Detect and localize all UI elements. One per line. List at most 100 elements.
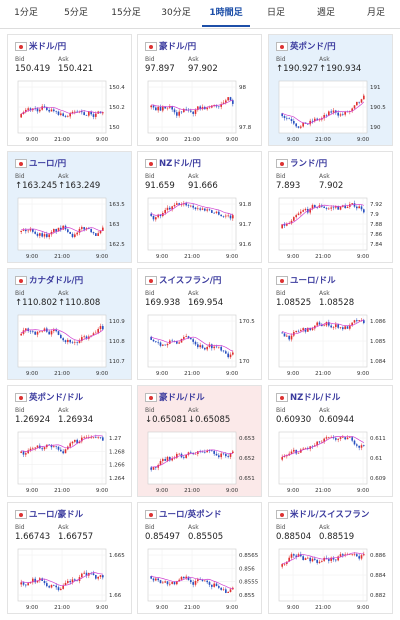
tab[interactable]: 5分足 [64,8,88,18]
candle-body [190,110,192,112]
candle-body [85,572,88,576]
tab[interactable]: 週足 [316,8,335,18]
rate-card[interactable]: 豪ドル/ドル Bid Ask ↓0.65081 ↓0.65085 0.653 0.652 0.… [137,385,262,497]
ask-label: Ask [319,56,330,63]
pair-name[interactable]: 英ポンド/円 [290,42,336,52]
candle-body [57,587,60,591]
candle-body [293,120,295,124]
ask-value: 169.954 [188,298,224,308]
candle-body [29,582,32,584]
candle-body [178,453,180,455]
candle-body [176,581,178,585]
rate-card[interactable]: ユーロ/ドル Bid Ask 1.08525 1.08528 1.086 1.085 1.08… [268,268,393,380]
x-tick-label: 9:00 [287,605,300,611]
mini-chart: 191 190.5 190 9:00 21:00 9:00 [275,78,390,144]
pair-name[interactable]: NZドル/円 [159,159,201,169]
y-tick-label: 91.6 [239,242,252,248]
bid-label: Bid [145,407,155,414]
x-tick-label: 21:00 [315,488,331,494]
pair-name[interactable]: 米ドル/円 [29,42,67,52]
bid-value: ↑190.927 [276,64,319,74]
pair-name[interactable]: ユーロ/ドル [290,276,336,286]
y-tick-label: 0.8555 [239,580,259,586]
rate-card[interactable]: ランド/円 Bid Ask 7.893 7.902 7.92 7.9 7.88 7.86 7.84… [268,151,393,263]
candle-body [222,453,225,455]
y-tick-label: 150.2 [109,105,125,111]
pair-name[interactable]: ランド/円 [290,159,328,169]
pair-name[interactable]: スイスフラン/円 [159,276,222,286]
tab[interactable]: 月足 [366,8,385,18]
pair-name[interactable]: ユーロ/豪ドル [29,510,84,520]
candle-body [295,330,297,332]
candle-body [316,559,318,563]
candle-body [208,107,211,109]
flag-icon [15,42,27,51]
ask-label: Ask [58,173,69,180]
rate-card[interactable]: スイスフラン/円 Bid Ask 169.938 169.954 170.5 170 9:00… [137,268,262,380]
ask-label: Ask [319,173,330,180]
candle-body [302,122,304,127]
pair-name[interactable]: 豪ドル/ドル [159,393,205,403]
rate-card[interactable]: NZドル/ドル Bid Ask 0.60930 0.60944 0.611 0.61 0.60… [268,385,393,497]
tab[interactable]: 30分足 [161,8,191,18]
candle-body [55,329,57,332]
x-tick-label: 9:00 [96,371,109,377]
rate-card[interactable]: NZドル/円 Bid Ask 91.659 91.666 91.8 91.7 91.6 9:00… [137,151,262,263]
flag-mark [280,278,284,283]
candle-body [328,111,330,116]
candle-body [169,456,171,461]
candle-body [283,563,286,565]
candle-body [29,448,32,451]
rate-card[interactable]: 米ドル/円 Bid Ask 150.419 150.421 150.4 150.2 150 9:… [7,34,132,146]
candle-body [321,560,323,562]
candle-body [201,345,204,348]
x-tick-label: 9:00 [357,137,370,143]
rate-card[interactable]: 米ドル/スイスフラン Bid Ask 0.88504 0.88519 0.886 0.884… [268,502,393,614]
candle-body [194,453,197,455]
mini-chart: 1.27 1.268 1.266 1.264 9:00 21:00 9:00 [14,429,129,495]
rate-card[interactable]: 英ポンド/ドル Bid Ask 1.26924 1.26934 1.27 1.268 1.26… [7,385,132,497]
candle-body [67,581,69,583]
candle-body [150,336,152,340]
pair-name[interactable]: NZドル/ドル [290,393,341,403]
tab[interactable]: 15分足 [111,8,141,18]
rate-card[interactable]: 豪ドル/円 Bid Ask 97.897 97.902 98 97.8 9:00 21:00 9:… [137,34,262,146]
moving-average [282,436,365,458]
candle-body [97,437,99,438]
rate-card[interactable]: ユーロ/英ポンド Bid Ask 0.85497 0.85505 0.8565 0.856 0… [137,502,262,614]
y-tick-label: 163.5 [109,202,125,208]
candle-body [95,233,97,236]
rate-card[interactable]: カナダドル/円 Bid Ask ↑110.802 ↑110.808 110.9 110.8 1… [7,268,132,380]
candle-body [48,234,50,238]
candle-body [208,582,211,585]
tab[interactable]: 日足 [266,8,285,18]
candle-body [62,338,64,341]
candle-body [356,101,358,106]
rate-card[interactable]: ユーロ/豪ドル Bid Ask 1.66743 1.66757 1.665 1.66 9:00… [7,502,132,614]
candle-body [222,102,225,105]
moving-average [21,435,103,452]
rate-card[interactable]: 英ポンド/円 Bid Ask ↑190.927 ↑190.934 191 190.5 190 9… [268,34,393,146]
candle-body [185,576,187,579]
candle-body [102,227,104,231]
tab[interactable]: 1分足 [14,8,38,18]
rate-card[interactable]: ユーロ/円 Bid Ask ↑163.245 ↑163.249 163.5 163 162.5… [7,151,132,263]
pair-name[interactable]: 米ドル/スイスフラン [290,510,370,520]
candle-body [363,445,365,446]
candle-body [197,451,199,454]
pair-name[interactable]: 豪ドル/円 [159,42,197,52]
candle-body [92,333,95,336]
candle-body [53,228,55,232]
candle-body [57,446,60,450]
candle-body [150,576,152,579]
candle-body [311,205,314,209]
pair-name[interactable]: カナダドル/円 [29,276,84,286]
candle-body [152,467,155,470]
pair-name[interactable]: 英ポンド/ドル [29,393,84,403]
pair-name[interactable]: ユーロ/英ポンド [159,510,222,520]
tab[interactable]: 1時間足 [202,0,250,27]
candle-body [74,342,76,343]
candle-body [81,337,83,341]
pair-name[interactable]: ユーロ/円 [29,159,67,169]
